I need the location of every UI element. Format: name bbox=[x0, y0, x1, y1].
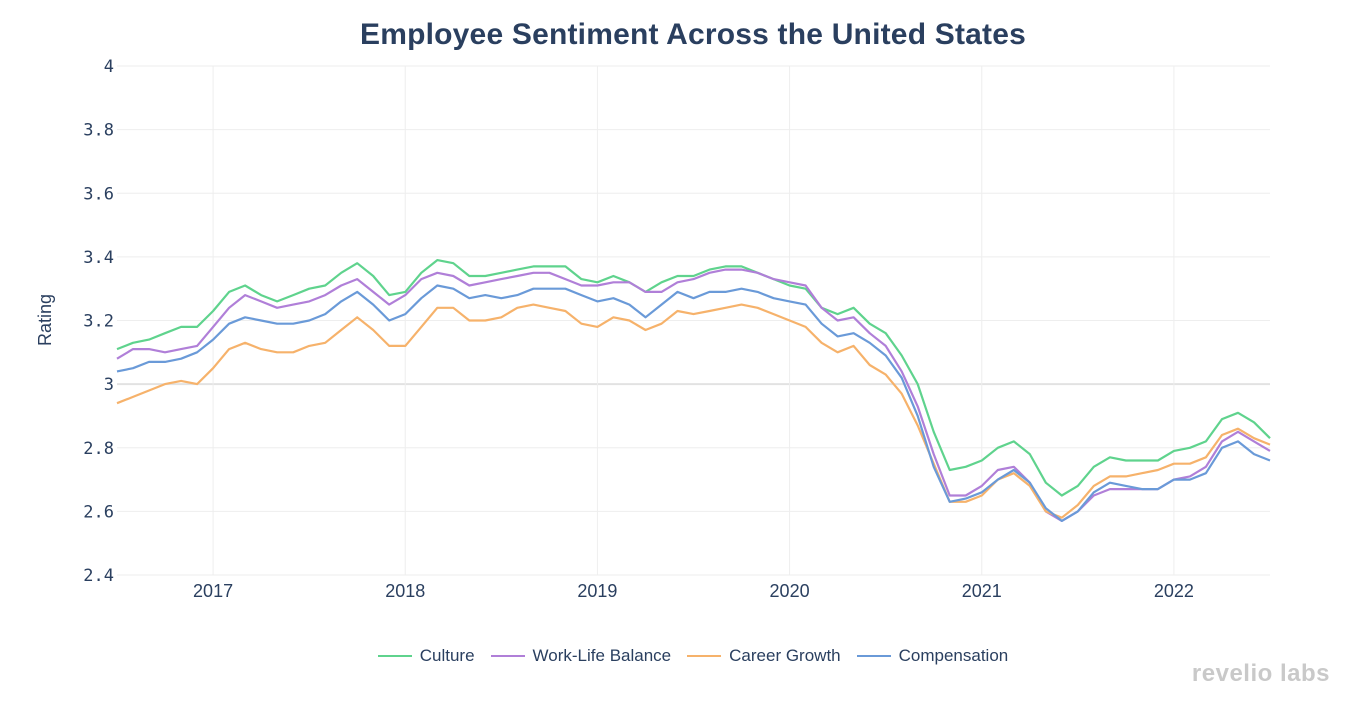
y-tick-label: 3.2 bbox=[83, 312, 114, 332]
series-line-compensation bbox=[116, 284, 1271, 523]
chart-title: Employee Sentiment Across the United Sta… bbox=[360, 18, 1026, 51]
y-tick-label: 2.8 bbox=[83, 439, 114, 459]
legend-item-compensation[interactable]: Compensation bbox=[856, 646, 1009, 666]
legend-label: Compensation bbox=[898, 646, 1009, 665]
gridlines bbox=[117, 65, 1270, 576]
legend-label: Work-Life Balance bbox=[532, 646, 672, 665]
legend-item-culture[interactable]: Culture bbox=[377, 646, 475, 666]
legend-swatch bbox=[856, 655, 891, 657]
x-tick-label: 2020 bbox=[770, 581, 810, 601]
line-chart: 4 3.8 3.6 3.4 3.2 3 2.8 2.6 2.4 2017 2018 2019 2020… bbox=[35, 57, 1271, 601]
y-tick-label: 3 bbox=[104, 375, 114, 395]
y-axis-ticks: 4 3.8 3.6 3.4 3.2 3 2.8 2.6 2.4 bbox=[83, 57, 114, 586]
y-tick-label: 3.6 bbox=[83, 184, 114, 204]
x-tick-label: 2022 bbox=[1154, 581, 1194, 601]
brand-logo: revelio labs bbox=[1191, 660, 1330, 687]
x-axis-ticks: 2017 2018 2019 2020 2021 2022 bbox=[193, 581, 1194, 601]
legend: Culture Work-Life Balance Career Growth Com… bbox=[0, 646, 1372, 666]
y-tick-label: 2.6 bbox=[83, 502, 114, 522]
x-tick-label: 2018 bbox=[385, 581, 425, 601]
x-tick-label: 2019 bbox=[577, 581, 617, 601]
y-tick-label: 3.4 bbox=[83, 248, 114, 268]
legend-label: Career Growth bbox=[729, 646, 841, 665]
legend-swatch bbox=[490, 655, 525, 657]
x-tick-label: 2021 bbox=[962, 581, 1002, 601]
series-line-culture bbox=[116, 259, 1271, 497]
legend-item-career-growth[interactable]: Career Growth bbox=[687, 646, 841, 666]
series-line-career-growth bbox=[116, 303, 1271, 519]
legend-swatch bbox=[687, 655, 722, 657]
y-tick-label: 4 bbox=[104, 57, 114, 77]
series-lines bbox=[116, 259, 1271, 523]
legend-item-work-life-balance[interactable]: Work-Life Balance bbox=[490, 646, 672, 666]
y-tick-label: 2.4 bbox=[83, 566, 114, 586]
x-tick-label: 2017 bbox=[193, 581, 233, 601]
legend-swatch bbox=[377, 655, 412, 657]
legend-label: Culture bbox=[419, 646, 475, 665]
y-axis-label: Rating bbox=[35, 294, 55, 346]
y-tick-label: 3.8 bbox=[83, 121, 114, 141]
